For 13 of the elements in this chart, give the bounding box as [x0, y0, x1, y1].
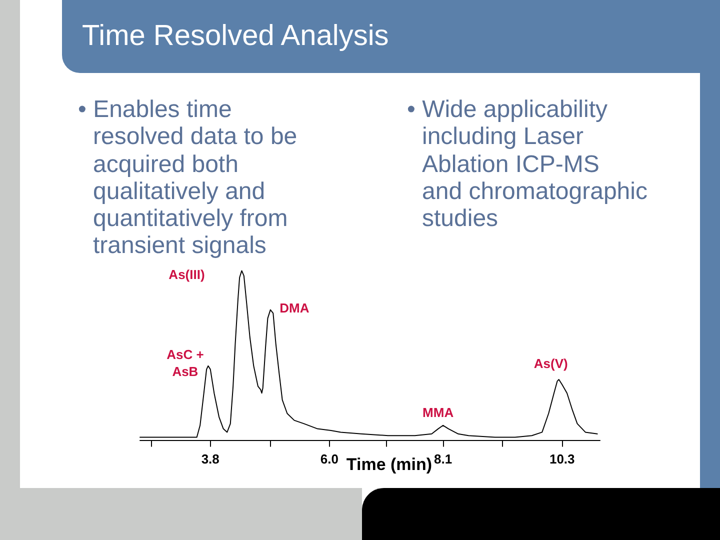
x-tick-label: 10.3: [549, 452, 575, 467]
chart-title: Time Resolved Analysis: [82, 19, 389, 53]
x-axis-title: Time (min): [346, 455, 432, 474]
annotation: As(V): [534, 356, 568, 371]
x-tick-label: 6.0: [320, 452, 338, 467]
x-tick-label: 3.8: [201, 452, 220, 467]
annotation: As(III): [168, 267, 205, 282]
annotation: MMA: [422, 404, 454, 420]
text: • Enables time resolved data to be acquired both qualitatively and quantitatively from transient signals: [78, 96, 298, 260]
annotation: DMA: [280, 300, 310, 316]
text: • Wide applicability including Laser Ablation ICP-MS and chromatographic studies: [407, 96, 648, 232]
annotation: AsC + AsB: [166, 346, 204, 379]
x-tick-label: 8.1: [434, 452, 452, 467]
